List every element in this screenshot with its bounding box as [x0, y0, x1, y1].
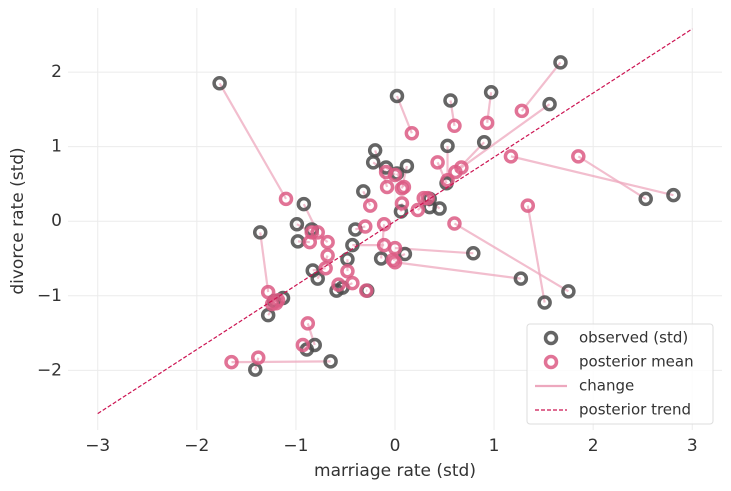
data-point: [571, 149, 586, 164]
data-point: [561, 284, 576, 299]
data-point: [212, 76, 227, 91]
data-point: [387, 254, 403, 270]
change-line: [259, 232, 270, 293]
legend-marker: [543, 330, 559, 346]
x-tick-label: −1: [283, 436, 308, 456]
data-point: [514, 103, 530, 119]
x-axis-label: marriage rate (std): [314, 461, 476, 481]
data-point: [553, 55, 568, 70]
data-point: [440, 172, 455, 188]
data-point: [260, 284, 276, 300]
change-line: [218, 82, 287, 200]
y-tick-label: 0: [51, 211, 62, 231]
legend-label: change: [579, 377, 634, 395]
data-point: [389, 88, 405, 104]
data-point: [466, 246, 481, 261]
data-point: [358, 219, 373, 234]
legend-label: posterior trend: [579, 401, 691, 419]
change-line: [577, 155, 647, 200]
change-line: [231, 360, 331, 364]
data-point: [376, 216, 392, 232]
data-point: [302, 234, 318, 250]
data-point: [296, 196, 312, 212]
y-axis-label: divorce rate (std): [8, 147, 28, 294]
data-point: [638, 191, 653, 207]
data-point: [318, 260, 333, 276]
data-point: [248, 362, 263, 377]
change-line: [362, 190, 372, 207]
data-point: [537, 295, 552, 310]
data-point: [520, 198, 536, 213]
data-point: [432, 201, 447, 216]
data-point: [440, 138, 455, 154]
data-point: [300, 316, 316, 331]
y-tick-label: 1: [51, 137, 62, 157]
change-line: [453, 222, 569, 293]
data-point: [443, 93, 458, 108]
legend-label: posterior mean: [579, 353, 694, 371]
data-point: [331, 277, 346, 292]
x-tick-label: −2: [184, 436, 209, 456]
data-point: [289, 216, 305, 232]
data-point: [356, 184, 371, 199]
data-point: [479, 115, 495, 131]
data-point: [420, 190, 435, 206]
data-point: [399, 158, 415, 174]
legend-box: [526, 323, 714, 425]
data-point: [379, 179, 395, 195]
legend-label: observed (std): [579, 329, 688, 347]
y-tick-label: −2: [37, 360, 62, 380]
data-point: [503, 149, 519, 164]
data-point: [278, 191, 294, 207]
data-point: [447, 118, 462, 134]
data-point: [323, 354, 338, 369]
data-point: [365, 155, 381, 170]
change-line: [526, 205, 546, 303]
y-tick-label: 2: [51, 62, 62, 82]
data-point: [295, 337, 311, 353]
change-line: [460, 103, 551, 169]
change-line: [306, 323, 316, 346]
y-tick-label: −1: [37, 286, 62, 306]
change-line: [520, 61, 562, 112]
x-tick-label: 2: [588, 436, 599, 456]
change-line: [296, 223, 313, 234]
data-point: [394, 196, 410, 211]
data-point: [362, 198, 378, 213]
data-point: [251, 350, 266, 365]
data-point: [340, 263, 355, 279]
data-point: [513, 271, 529, 286]
data-point: [404, 126, 420, 141]
legend-marker: [543, 354, 559, 370]
data-point: [345, 275, 360, 291]
x-tick-label: −3: [85, 436, 110, 456]
data-point: [310, 271, 325, 286]
data-point: [542, 96, 557, 112]
change-line: [436, 161, 448, 184]
data-point: [666, 187, 681, 203]
data-point: [396, 179, 412, 195]
x-tick-label: 0: [390, 436, 401, 456]
data-point: [224, 354, 239, 370]
legend: observed (std) posterior mean change poster…: [526, 323, 714, 425]
change-line: [311, 228, 329, 243]
data-point: [252, 225, 268, 240]
data-point: [359, 283, 374, 298]
data-point: [430, 155, 445, 170]
data-point: [476, 134, 492, 150]
data-point: [320, 234, 335, 250]
data-point: [447, 216, 462, 231]
data-point: [320, 248, 335, 263]
data-point: [397, 246, 413, 262]
data-point: [448, 164, 463, 180]
data-point: [310, 225, 325, 240]
trend-line: [97, 28, 693, 415]
data-point: [387, 167, 403, 183]
change-line: [394, 261, 521, 280]
change-line: [510, 155, 674, 197]
x-tick-label: 3: [687, 436, 698, 456]
x-tick-label: 1: [489, 436, 500, 456]
data-point: [483, 85, 499, 100]
